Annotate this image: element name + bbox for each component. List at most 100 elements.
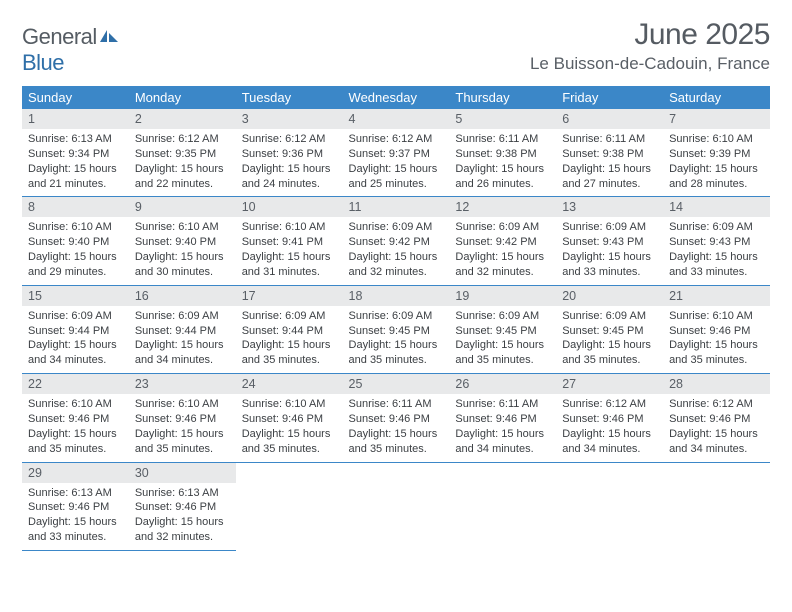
sunset-line: Sunset: 9:36 PM bbox=[242, 147, 337, 162]
day-cell: 27Sunrise: 6:12 AMSunset: 9:46 PMDayligh… bbox=[556, 374, 663, 462]
sunrise-line: Sunrise: 6:12 AM bbox=[349, 132, 444, 147]
day-number: 6 bbox=[556, 109, 663, 129]
sunset-line: Sunset: 9:37 PM bbox=[349, 147, 444, 162]
day-number: 3 bbox=[236, 109, 343, 129]
day-info: Sunrise: 6:10 AMSunset: 9:39 PMDaylight:… bbox=[663, 129, 770, 196]
day-number: 30 bbox=[129, 463, 236, 483]
header: GeneralBlue June 2025 Le Buisson-de-Cado… bbox=[22, 18, 770, 76]
day-number: 15 bbox=[22, 286, 129, 306]
day-info: Sunrise: 6:12 AMSunset: 9:46 PMDaylight:… bbox=[556, 394, 663, 461]
daylight-line: Daylight: 15 hours and 35 minutes. bbox=[349, 338, 444, 368]
daylight-line: Daylight: 15 hours and 34 minutes. bbox=[28, 338, 123, 368]
day-cell: 30Sunrise: 6:13 AMSunset: 9:46 PMDayligh… bbox=[129, 462, 236, 550]
daylight-line: Daylight: 15 hours and 35 minutes. bbox=[562, 338, 657, 368]
daylight-line: Daylight: 15 hours and 29 minutes. bbox=[28, 250, 123, 280]
day-cell: 12Sunrise: 6:09 AMSunset: 9:42 PMDayligh… bbox=[449, 197, 556, 285]
day-number: 19 bbox=[449, 286, 556, 306]
sunrise-line: Sunrise: 6:11 AM bbox=[562, 132, 657, 147]
daylight-line: Daylight: 15 hours and 32 minutes. bbox=[455, 250, 550, 280]
day-cell: 14Sunrise: 6:09 AMSunset: 9:43 PMDayligh… bbox=[663, 197, 770, 285]
sunrise-line: Sunrise: 6:10 AM bbox=[135, 220, 230, 235]
day-cell: 17Sunrise: 6:09 AMSunset: 9:44 PMDayligh… bbox=[236, 285, 343, 373]
day-info: Sunrise: 6:12 AMSunset: 9:36 PMDaylight:… bbox=[236, 129, 343, 196]
day-cell: 21Sunrise: 6:10 AMSunset: 9:46 PMDayligh… bbox=[663, 285, 770, 373]
day-cell: 10Sunrise: 6:10 AMSunset: 9:41 PMDayligh… bbox=[236, 197, 343, 285]
sunrise-line: Sunrise: 6:12 AM bbox=[242, 132, 337, 147]
day-info: Sunrise: 6:12 AMSunset: 9:37 PMDaylight:… bbox=[343, 129, 450, 196]
sunset-line: Sunset: 9:46 PM bbox=[669, 412, 764, 427]
sunrise-line: Sunrise: 6:10 AM bbox=[135, 397, 230, 412]
day-number: 7 bbox=[663, 109, 770, 129]
calendar-table: SundayMondayTuesdayWednesdayThursdayFrid… bbox=[22, 86, 770, 551]
day-cell: 2Sunrise: 6:12 AMSunset: 9:35 PMDaylight… bbox=[129, 109, 236, 197]
day-info: Sunrise: 6:13 AMSunset: 9:34 PMDaylight:… bbox=[22, 129, 129, 196]
daylight-line: Daylight: 15 hours and 33 minutes. bbox=[669, 250, 764, 280]
dow-row: SundayMondayTuesdayWednesdayThursdayFrid… bbox=[22, 86, 770, 109]
day-number: 27 bbox=[556, 374, 663, 394]
sunset-line: Sunset: 9:46 PM bbox=[455, 412, 550, 427]
sunrise-line: Sunrise: 6:12 AM bbox=[135, 132, 230, 147]
day-cell: 25Sunrise: 6:11 AMSunset: 9:46 PMDayligh… bbox=[343, 374, 450, 462]
day-info: Sunrise: 6:09 AMSunset: 9:45 PMDaylight:… bbox=[556, 306, 663, 373]
day-info: Sunrise: 6:10 AMSunset: 9:46 PMDaylight:… bbox=[129, 394, 236, 461]
sunset-line: Sunset: 9:42 PM bbox=[455, 235, 550, 250]
daylight-line: Daylight: 15 hours and 35 minutes. bbox=[669, 338, 764, 368]
sunset-line: Sunset: 9:41 PM bbox=[242, 235, 337, 250]
sunset-line: Sunset: 9:46 PM bbox=[28, 412, 123, 427]
dow-header: Sunday bbox=[22, 86, 129, 109]
day-info: Sunrise: 6:10 AMSunset: 9:46 PMDaylight:… bbox=[236, 394, 343, 461]
dow-header: Friday bbox=[556, 86, 663, 109]
dow-header: Thursday bbox=[449, 86, 556, 109]
day-info: Sunrise: 6:09 AMSunset: 9:44 PMDaylight:… bbox=[129, 306, 236, 373]
sunset-line: Sunset: 9:45 PM bbox=[562, 324, 657, 339]
day-cell: 13Sunrise: 6:09 AMSunset: 9:43 PMDayligh… bbox=[556, 197, 663, 285]
daylight-line: Daylight: 15 hours and 33 minutes. bbox=[28, 515, 123, 545]
month-title: June 2025 bbox=[530, 18, 770, 52]
sunset-line: Sunset: 9:45 PM bbox=[349, 324, 444, 339]
day-cell: 7Sunrise: 6:10 AMSunset: 9:39 PMDaylight… bbox=[663, 109, 770, 197]
daylight-line: Daylight: 15 hours and 25 minutes. bbox=[349, 162, 444, 192]
day-number: 16 bbox=[129, 286, 236, 306]
location: Le Buisson-de-Cadouin, France bbox=[530, 54, 770, 74]
day-info: Sunrise: 6:09 AMSunset: 9:44 PMDaylight:… bbox=[22, 306, 129, 373]
day-number: 25 bbox=[343, 374, 450, 394]
day-info: Sunrise: 6:10 AMSunset: 9:40 PMDaylight:… bbox=[129, 217, 236, 284]
day-cell: 15Sunrise: 6:09 AMSunset: 9:44 PMDayligh… bbox=[22, 285, 129, 373]
day-info: Sunrise: 6:09 AMSunset: 9:42 PMDaylight:… bbox=[343, 217, 450, 284]
sunset-line: Sunset: 9:34 PM bbox=[28, 147, 123, 162]
sunrise-line: Sunrise: 6:09 AM bbox=[242, 309, 337, 324]
sunrise-line: Sunrise: 6:13 AM bbox=[28, 486, 123, 501]
day-cell: 5Sunrise: 6:11 AMSunset: 9:38 PMDaylight… bbox=[449, 109, 556, 197]
daylight-line: Daylight: 15 hours and 34 minutes. bbox=[135, 338, 230, 368]
day-cell: 11Sunrise: 6:09 AMSunset: 9:42 PMDayligh… bbox=[343, 197, 450, 285]
sunset-line: Sunset: 9:39 PM bbox=[669, 147, 764, 162]
empty-cell bbox=[663, 462, 770, 550]
day-info: Sunrise: 6:13 AMSunset: 9:46 PMDaylight:… bbox=[129, 483, 236, 550]
dow-header: Wednesday bbox=[343, 86, 450, 109]
logo-text-2: Blue bbox=[22, 50, 64, 75]
sunrise-line: Sunrise: 6:09 AM bbox=[349, 220, 444, 235]
sunset-line: Sunset: 9:44 PM bbox=[135, 324, 230, 339]
day-number: 14 bbox=[663, 197, 770, 217]
dow-header: Saturday bbox=[663, 86, 770, 109]
day-cell: 24Sunrise: 6:10 AMSunset: 9:46 PMDayligh… bbox=[236, 374, 343, 462]
daylight-line: Daylight: 15 hours and 30 minutes. bbox=[135, 250, 230, 280]
day-info: Sunrise: 6:09 AMSunset: 9:44 PMDaylight:… bbox=[236, 306, 343, 373]
sunset-line: Sunset: 9:35 PM bbox=[135, 147, 230, 162]
day-cell: 16Sunrise: 6:09 AMSunset: 9:44 PMDayligh… bbox=[129, 285, 236, 373]
day-number: 21 bbox=[663, 286, 770, 306]
sunrise-line: Sunrise: 6:09 AM bbox=[669, 220, 764, 235]
sunset-line: Sunset: 9:38 PM bbox=[455, 147, 550, 162]
day-info: Sunrise: 6:10 AMSunset: 9:40 PMDaylight:… bbox=[22, 217, 129, 284]
daylight-line: Daylight: 15 hours and 35 minutes. bbox=[28, 427, 123, 457]
sunset-line: Sunset: 9:40 PM bbox=[28, 235, 123, 250]
day-info: Sunrise: 6:11 AMSunset: 9:38 PMDaylight:… bbox=[556, 129, 663, 196]
daylight-line: Daylight: 15 hours and 35 minutes. bbox=[242, 338, 337, 368]
dow-header: Monday bbox=[129, 86, 236, 109]
day-number: 11 bbox=[343, 197, 450, 217]
sunrise-line: Sunrise: 6:10 AM bbox=[28, 220, 123, 235]
day-info: Sunrise: 6:13 AMSunset: 9:46 PMDaylight:… bbox=[22, 483, 129, 550]
daylight-line: Daylight: 15 hours and 21 minutes. bbox=[28, 162, 123, 192]
day-number: 9 bbox=[129, 197, 236, 217]
sunrise-line: Sunrise: 6:10 AM bbox=[669, 132, 764, 147]
